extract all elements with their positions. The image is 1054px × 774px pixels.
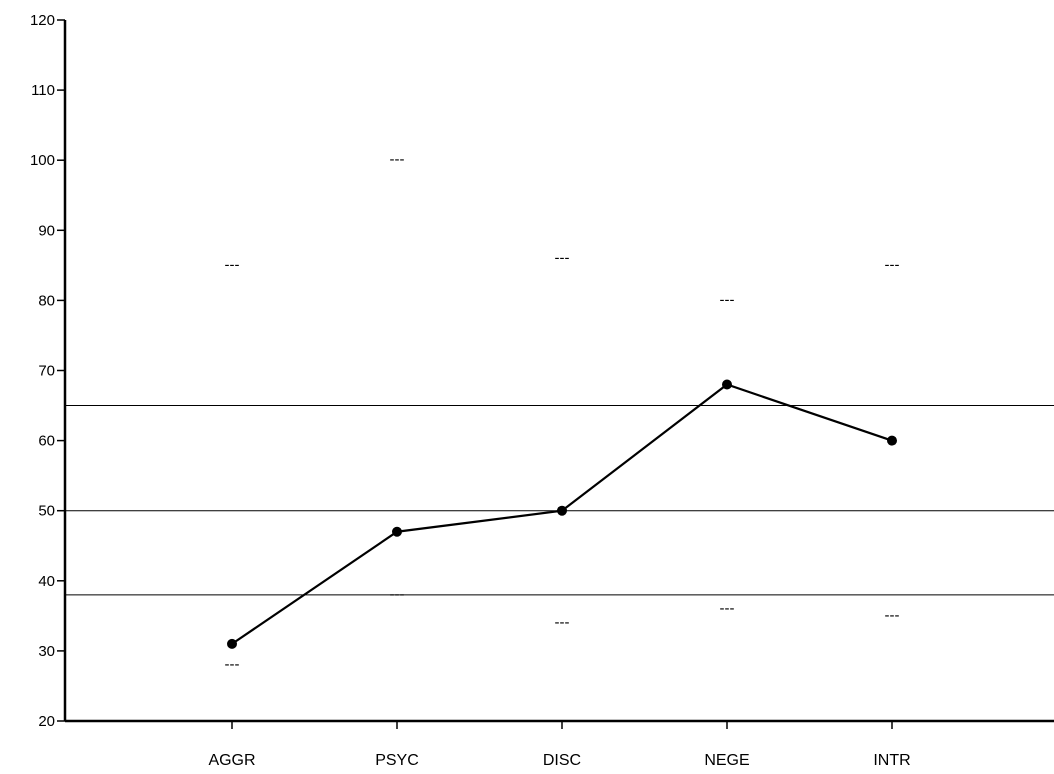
x-tick-label: DISC — [543, 752, 581, 769]
range-lower-marker: --- — [720, 600, 735, 617]
y-tick-label: 50 — [38, 503, 55, 520]
data-point — [227, 638, 237, 649]
y-tick-label: 70 — [38, 363, 55, 380]
range-lower-marker: --- — [225, 656, 240, 673]
y-tick-label: 100 — [30, 152, 55, 169]
x-tick-label: PSYC — [375, 752, 419, 769]
range-lower-marker: --- — [390, 586, 405, 603]
range-lower-marker: --- — [555, 614, 570, 631]
y-tick-label: 30 — [38, 643, 55, 660]
x-tick-label: AGGR — [208, 752, 255, 769]
data-point — [722, 379, 732, 390]
range-upper-marker: --- — [555, 249, 570, 266]
y-ticks: 20 30 40 50 60 70 80 90 100 110 120 — [30, 12, 65, 730]
series — [227, 379, 897, 649]
y-tick-label: 20 — [38, 713, 55, 730]
data-point — [392, 526, 402, 537]
range-upper-marker: --- — [885, 256, 900, 273]
range-lower-marker: --- — [885, 607, 900, 624]
x-ticks: AGGR PSYC DISC NEGE INTR — [208, 721, 911, 769]
y-tick-label: 90 — [38, 222, 55, 239]
range-upper-marker: --- — [390, 151, 405, 168]
range-upper-marker: --- — [225, 256, 240, 273]
y-tick-label: 60 — [38, 433, 55, 450]
y-tick-label: 80 — [38, 292, 55, 309]
data-point — [887, 435, 897, 446]
range-upper-marker: --- — [720, 291, 735, 308]
range-markers: --- --- --- --- --- --- --- --- --- --- — [225, 151, 900, 673]
y-tick-label: 120 — [30, 12, 55, 29]
y-tick-label: 110 — [31, 82, 55, 99]
y-tick-label: 40 — [38, 573, 55, 590]
reference-lines — [65, 405, 1054, 596]
x-tick-label: NEGE — [704, 752, 749, 769]
data-point — [557, 505, 567, 516]
x-tick-label: INTR — [873, 752, 910, 769]
